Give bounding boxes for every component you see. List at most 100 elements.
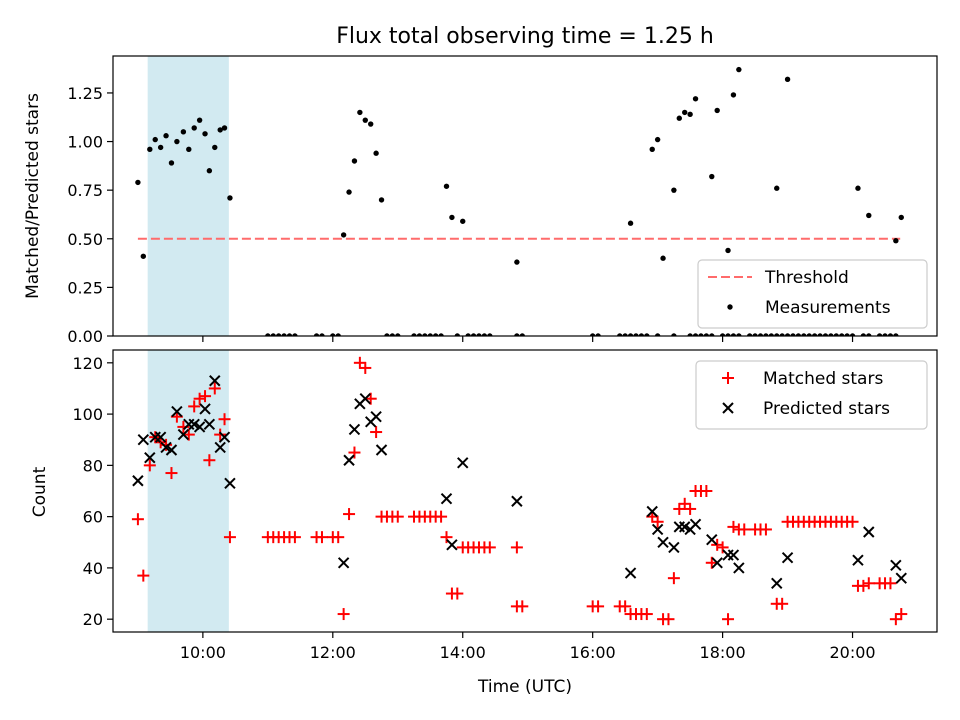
marker-stroke [144, 451, 156, 464]
measurement-point [801, 333, 807, 336]
measurement-point [692, 96, 699, 102]
measurement-point [649, 146, 655, 153]
measurement-point [432, 333, 439, 336]
matched-star-marker [759, 523, 772, 536]
measurement-point [395, 333, 401, 336]
matched-star-marker [188, 400, 201, 413]
measurement-point [617, 333, 623, 336]
matched-star-marker [131, 513, 144, 526]
marker-stroke [348, 423, 361, 436]
legend-frame [695, 360, 928, 430]
matched-star-marker [684, 502, 697, 515]
matched-star-marker [214, 428, 227, 441]
measurement-point [893, 333, 899, 336]
measurement-point [470, 333, 477, 336]
matched-star-marker [678, 497, 691, 510]
marker-stroke [375, 444, 388, 456]
legend-item: Predicted stars [722, 399, 890, 419]
measurement-point [157, 144, 164, 151]
predicted-star-marker [440, 492, 453, 505]
marker-stroke [193, 421, 206, 433]
marker-stroke [177, 428, 190, 441]
predicted-star-marker [852, 554, 864, 566]
matched-star-marker [640, 608, 653, 621]
measurement-point [206, 168, 213, 174]
matched-star-marker [700, 485, 713, 497]
measurement-point [346, 189, 352, 195]
measurement-point [774, 333, 780, 336]
measurement-point [147, 146, 153, 153]
measurement-point [135, 179, 141, 186]
measurement-point [638, 333, 645, 336]
legend-swatch [722, 402, 734, 414]
predicted-star-marker [657, 536, 669, 548]
predicted-star-marker [733, 562, 745, 574]
measurement-point [627, 333, 634, 336]
predicted-star-marker [375, 444, 388, 456]
measurement-point [757, 333, 764, 336]
matched-star-marker [208, 382, 221, 395]
legend: Matched stars Predicted stars [695, 360, 928, 430]
measurement-point [795, 333, 802, 336]
predicted-star-marker [193, 421, 206, 433]
matched-star-marker [711, 538, 724, 551]
legend: Threshold Measurements [697, 259, 928, 329]
measurement-point [811, 333, 818, 336]
matched-star-marker [391, 510, 404, 523]
predicted-star-marker [457, 457, 469, 469]
matched-star-marker [199, 390, 212, 403]
marker-stroke [160, 441, 172, 454]
predicted-star-marker [771, 577, 783, 589]
measurement-point [589, 333, 596, 336]
measurement-point [186, 146, 192, 153]
predicted-star-marker [446, 539, 458, 551]
measurement-point [644, 333, 650, 336]
measurement-point [855, 185, 861, 191]
marker-stroke [771, 577, 783, 589]
measurement-point [174, 138, 180, 145]
marker-stroke [679, 521, 691, 533]
y-tick-label: 1.00 [67, 133, 103, 152]
predicted-star-marker [137, 434, 150, 446]
marker-stroke [337, 557, 350, 569]
matched-star-marker [846, 515, 859, 528]
predicted-star-marker [668, 541, 680, 554]
predicted-star-marker [624, 567, 637, 579]
measurement-point [784, 76, 791, 83]
measurement-point [357, 109, 363, 116]
matched-star-marker [435, 510, 448, 523]
matched-star-marker [722, 613, 735, 626]
measurement-point [676, 115, 682, 121]
marker-stroke [154, 431, 167, 443]
marker-stroke [511, 495, 523, 507]
marker-stroke [188, 418, 200, 431]
legend-label: Measurements [765, 298, 891, 318]
marker-stroke [446, 539, 458, 551]
marker-stroke [624, 567, 637, 579]
measurement-point [163, 133, 169, 139]
measurement-point [443, 183, 450, 189]
marker-stroke [657, 536, 669, 548]
predicted-star-marker [132, 475, 144, 487]
marker-stroke [711, 557, 723, 569]
matched-star-marker [337, 608, 350, 621]
measurement-point [714, 107, 720, 114]
predicted-star-marker [646, 505, 658, 518]
measurement-point [736, 333, 742, 336]
legend-frame [697, 259, 928, 329]
marker-stroke [370, 410, 382, 423]
marker-stroke [689, 518, 702, 531]
measurement-point [876, 333, 883, 336]
measurement-point [866, 212, 872, 219]
matched-star-marker [510, 541, 523, 554]
legend-item: Measurements [727, 298, 891, 318]
marker-stroke [781, 551, 794, 564]
y-tick-label: 20 [83, 610, 103, 629]
measurement-point [362, 117, 368, 123]
measurement-point [687, 333, 693, 336]
y-tick-label: 120 [72, 354, 103, 373]
x-tick-label: 18:00 [700, 643, 746, 662]
measurement-point [292, 333, 298, 336]
marker-stroke [706, 534, 718, 546]
measurement-point [389, 333, 396, 336]
